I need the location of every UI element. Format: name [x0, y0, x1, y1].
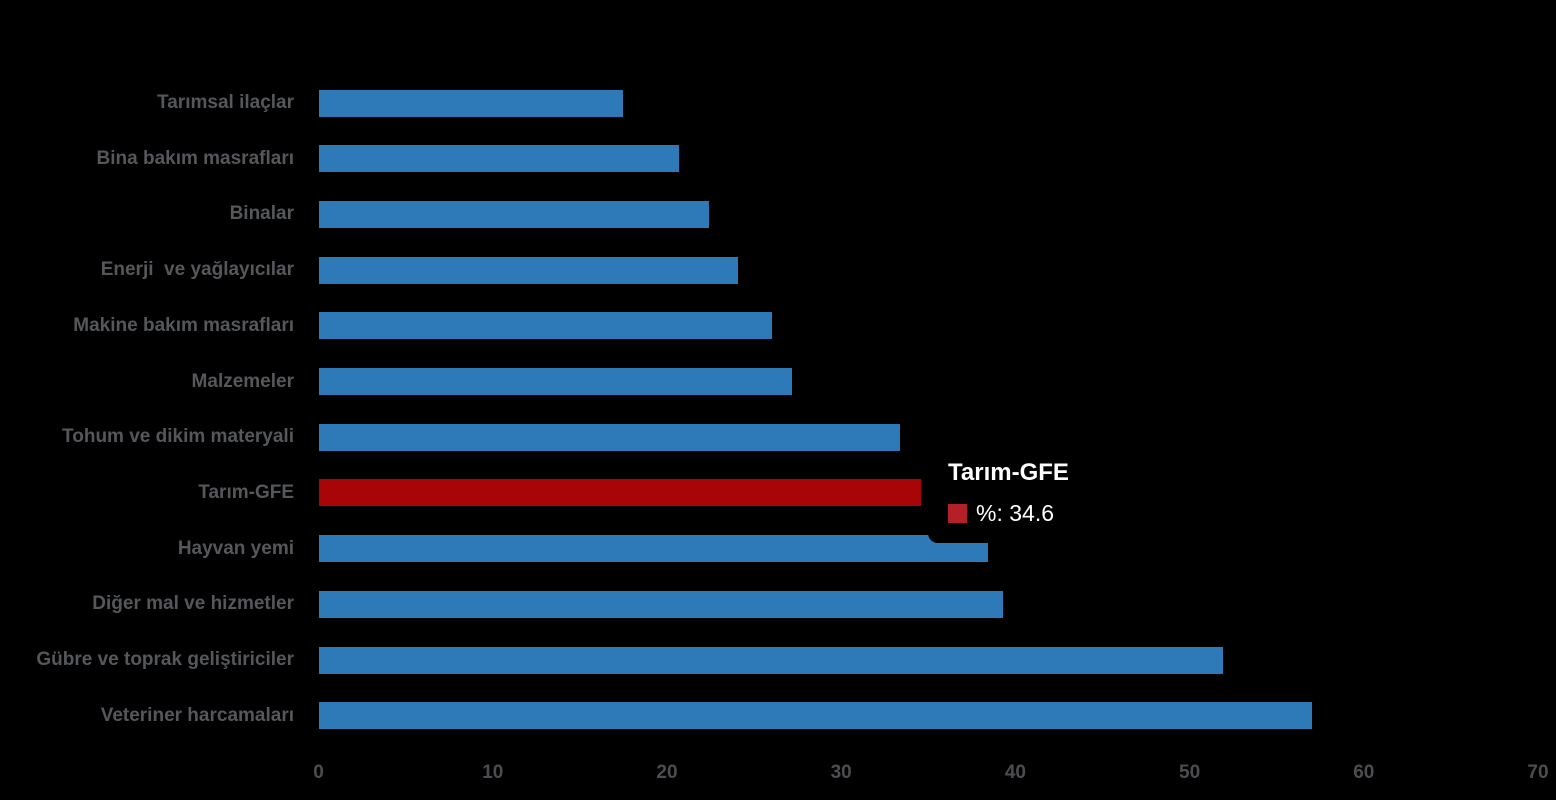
x-axis-tick-label: 20 — [656, 762, 678, 783]
bar[interactable] — [318, 368, 793, 396]
category-label: Veteriner harcamaları — [100, 704, 294, 726]
bar[interactable] — [318, 312, 772, 340]
x-axis-tick-label: 50 — [1179, 762, 1201, 783]
x-axis-tick-label: 60 — [1353, 762, 1375, 783]
category-label: Hayvan yemi — [177, 537, 294, 559]
x-axis-tick-label: 10 — [482, 762, 504, 783]
category-label: Malzemeler — [191, 370, 294, 392]
category-label: Tarım-GFE — [198, 481, 294, 503]
bar[interactable] — [318, 702, 1312, 730]
x-axis-tick-label: 30 — [830, 762, 852, 783]
x-axis-tick-label: 40 — [1004, 762, 1026, 783]
bar[interactable] — [318, 535, 988, 563]
tooltip-title: Tarım-GFE — [948, 459, 1069, 486]
tooltip-value-row: %: 34.6 — [948, 501, 1190, 525]
tooltip-value: %: 34.6 — [976, 500, 1054, 526]
category-label: Binalar — [229, 203, 294, 225]
bar[interactable] — [318, 89, 624, 117]
bar[interactable] — [318, 145, 680, 173]
category-label: Gübre ve toprak geliştiriciler — [36, 649, 294, 671]
bar[interactable] — [318, 590, 1004, 618]
bar[interactable] — [318, 200, 709, 228]
bar[interactable] — [318, 256, 739, 284]
category-label: Tarımsal ilaçlar — [157, 92, 294, 113]
bar-highlighted[interactable] — [318, 479, 922, 507]
tooltip: Tarım-GFE %: 34.6 — [928, 450, 1190, 543]
bar[interactable] — [318, 423, 901, 451]
category-label: Tohum ve dikim materyali — [62, 426, 294, 448]
category-label: Makine bakım masrafları — [73, 314, 294, 336]
x-axis-tick-label: 0 — [313, 762, 324, 783]
category-label: Bina bakım masrafları — [96, 147, 294, 169]
tooltip-series-swatch-icon — [948, 503, 967, 523]
category-label: Diğer mal ve hizmetler — [92, 593, 294, 615]
category-label: Enerji ve yağlayıcılar — [100, 259, 294, 281]
bar[interactable] — [318, 646, 1223, 674]
x-axis-tick-label: 70 — [1527, 762, 1549, 783]
